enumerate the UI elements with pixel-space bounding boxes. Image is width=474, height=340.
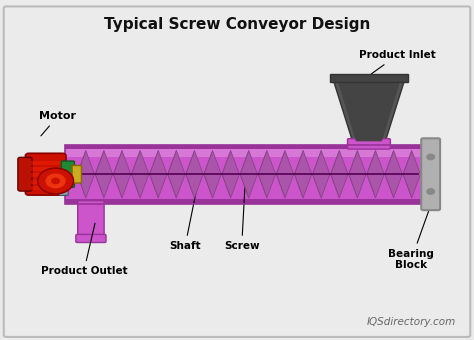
- Polygon shape: [95, 151, 113, 198]
- Polygon shape: [77, 151, 94, 198]
- FancyBboxPatch shape: [76, 234, 106, 242]
- Polygon shape: [330, 151, 348, 198]
- Polygon shape: [222, 151, 239, 198]
- Polygon shape: [367, 151, 384, 198]
- Bar: [65, 197, 423, 204]
- Polygon shape: [403, 151, 420, 198]
- Bar: [330, 74, 408, 82]
- Bar: [31, 173, 61, 177]
- Bar: [31, 167, 61, 171]
- Bar: [31, 180, 61, 184]
- FancyBboxPatch shape: [61, 161, 74, 187]
- Text: Screw: Screw: [224, 162, 260, 251]
- Bar: [31, 161, 61, 165]
- Polygon shape: [276, 151, 294, 198]
- Polygon shape: [150, 151, 167, 198]
- Polygon shape: [131, 151, 149, 198]
- Text: Product Inlet: Product Inlet: [359, 50, 436, 74]
- Polygon shape: [332, 77, 405, 145]
- Text: Shaft: Shaft: [169, 178, 201, 251]
- Polygon shape: [312, 151, 330, 198]
- Circle shape: [37, 168, 73, 194]
- Text: IQSdirectory.com: IQSdirectory.com: [367, 317, 456, 327]
- Polygon shape: [337, 79, 401, 141]
- Bar: [61, 170, 66, 178]
- Polygon shape: [385, 151, 402, 198]
- FancyBboxPatch shape: [78, 201, 104, 239]
- FancyBboxPatch shape: [347, 139, 391, 149]
- Polygon shape: [240, 151, 257, 198]
- Circle shape: [46, 174, 65, 188]
- Polygon shape: [294, 151, 312, 198]
- Polygon shape: [204, 151, 221, 198]
- Circle shape: [427, 189, 435, 194]
- Text: Bearing
Block: Bearing Block: [388, 208, 434, 270]
- Bar: [65, 149, 423, 199]
- FancyBboxPatch shape: [421, 138, 440, 210]
- FancyBboxPatch shape: [59, 186, 68, 196]
- FancyBboxPatch shape: [26, 153, 66, 195]
- Bar: [65, 145, 423, 152]
- Bar: [31, 186, 61, 190]
- Bar: [65, 149, 423, 156]
- FancyBboxPatch shape: [18, 157, 32, 191]
- FancyBboxPatch shape: [72, 166, 82, 183]
- Polygon shape: [186, 151, 203, 198]
- FancyBboxPatch shape: [4, 6, 470, 337]
- Polygon shape: [258, 151, 275, 198]
- Circle shape: [427, 154, 435, 160]
- Text: Motor: Motor: [39, 111, 76, 136]
- Polygon shape: [113, 151, 131, 198]
- Text: Typical Screw Conveyor Design: Typical Screw Conveyor Design: [104, 17, 370, 33]
- Text: Product Outlet: Product Outlet: [41, 223, 127, 276]
- Circle shape: [52, 178, 59, 184]
- Polygon shape: [349, 151, 366, 198]
- Polygon shape: [168, 151, 185, 198]
- Bar: [65, 145, 423, 204]
